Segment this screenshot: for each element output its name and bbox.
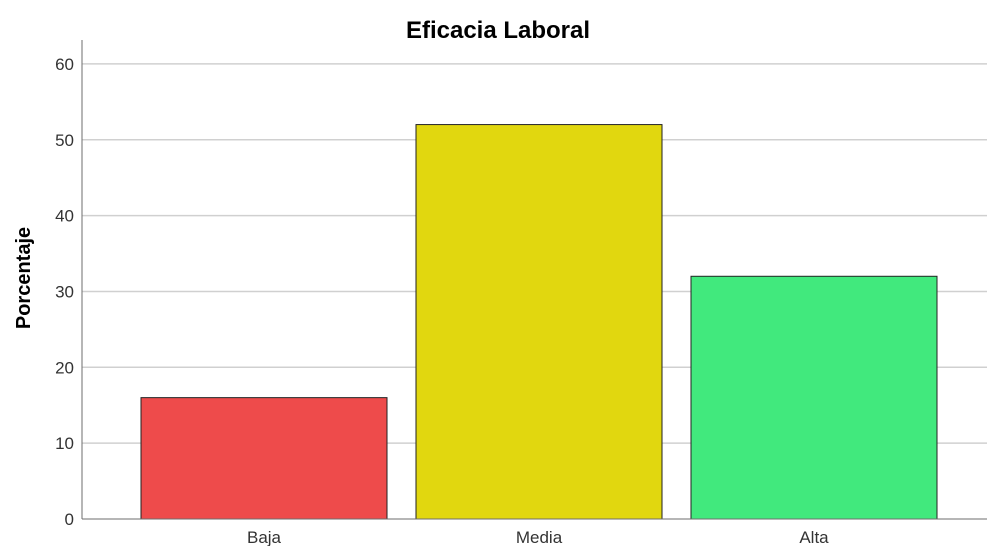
y-tick-label: 30 [55,282,74,301]
y-axis-ticks: 0 10 20 30 40 50 60 [55,55,74,529]
x-tick-label: Alta [799,528,829,546]
y-axis-label: Porcentaje [13,227,35,329]
y-tick-label: 20 [55,358,74,377]
x-tick-label: Media [516,528,563,546]
bars [140,124,938,520]
x-tick-label: Baja [247,528,282,546]
bar-baja [140,397,388,520]
chart-title: Eficacia Laboral [406,17,590,44]
y-tick-label: 0 [65,510,74,529]
bar-media [415,124,663,520]
y-tick-label: 50 [55,131,74,150]
y-tick-label: 40 [55,207,74,226]
y-tick-label: 10 [55,434,74,453]
bar-alta [690,275,938,520]
x-axis-ticks: Baja Media Alta [247,528,829,546]
y-tick-label: 60 [55,55,74,74]
